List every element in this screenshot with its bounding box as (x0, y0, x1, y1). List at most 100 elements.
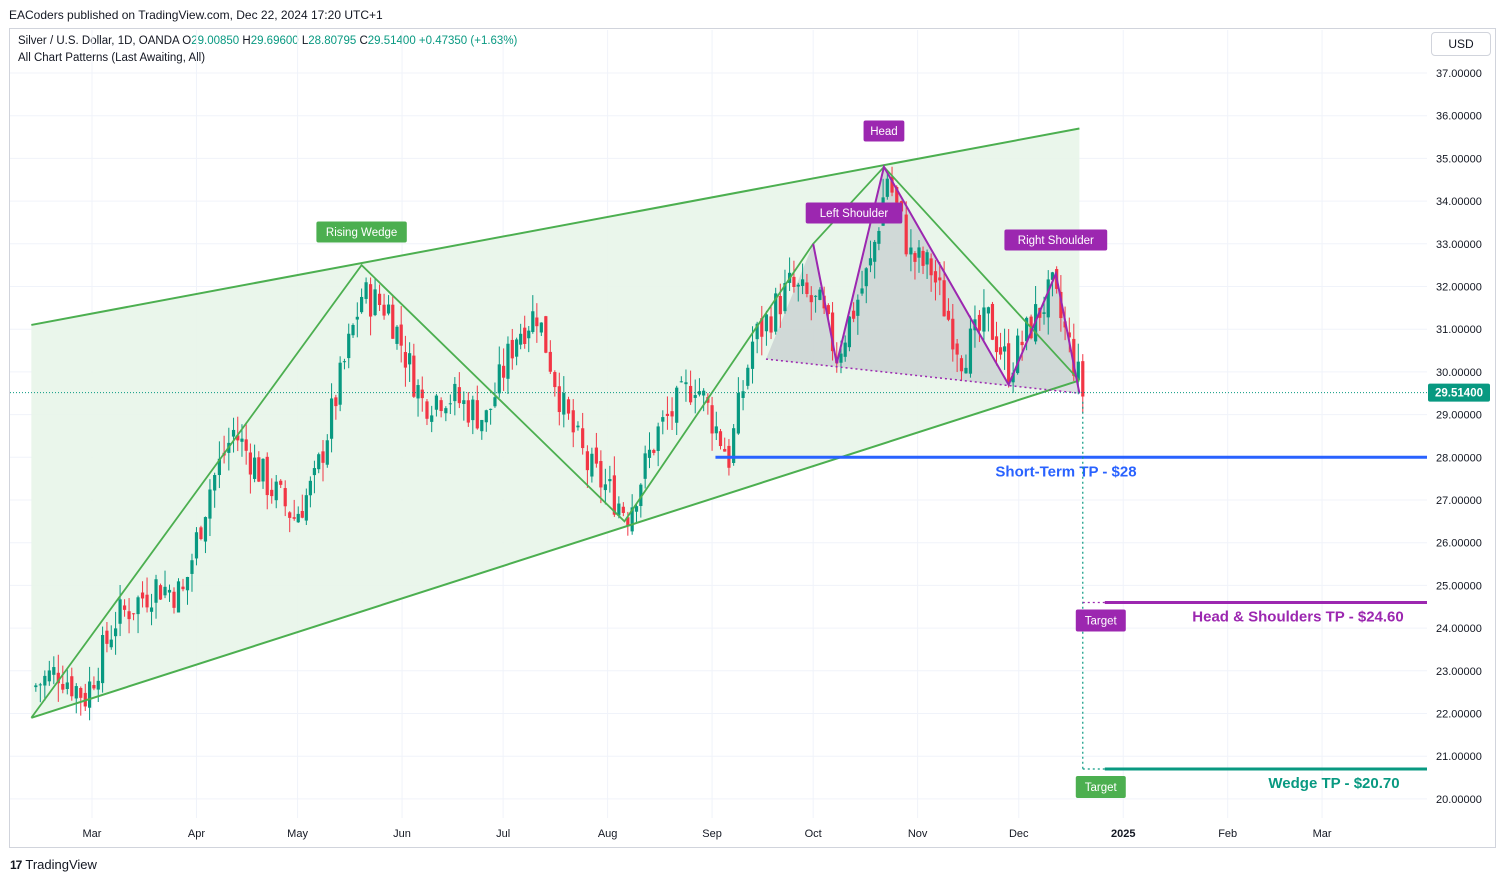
candle-body (959, 358, 964, 372)
candle-body (261, 458, 265, 482)
candle-body (425, 401, 429, 419)
candle-body (868, 258, 873, 266)
candle-body (471, 399, 475, 421)
candle-body (968, 328, 973, 374)
price-tick: 26.00000 (1436, 538, 1482, 550)
candle-body (312, 468, 317, 476)
wedge-lower-line (31, 379, 1080, 719)
currency-button[interactable]: USD (1431, 32, 1491, 56)
candle-body (714, 426, 718, 434)
candle-body (818, 289, 822, 300)
time-tick: Sep (702, 828, 722, 840)
candle-body (364, 282, 368, 299)
candle-body (539, 322, 543, 333)
candle-body (96, 680, 100, 690)
candle-body (566, 399, 571, 414)
candle-body (647, 449, 652, 458)
candle-body (843, 342, 847, 357)
symbol-name[interactable]: Silver / U.S. Dollar, 1D, OANDA (18, 35, 180, 47)
indicator-legend[interactable]: All Chart Patterns (Last Awaiting, All) (18, 52, 206, 64)
price-tick: 20.00000 (1436, 794, 1482, 806)
time-tick: Nov (908, 828, 928, 840)
candle-body (955, 343, 959, 355)
time-tick: Mar (83, 828, 102, 840)
candle-body (813, 295, 818, 297)
candle-body (270, 489, 274, 497)
time-tick: Jul (496, 828, 510, 840)
time-tick: May (287, 828, 308, 840)
open-value: 29.00850 (191, 35, 240, 47)
candle-body (38, 684, 42, 686)
candle-body (760, 318, 764, 337)
time-tick: Jun (393, 828, 411, 840)
candle-body (334, 397, 338, 407)
candle-body (688, 385, 693, 403)
candle-body (527, 330, 531, 339)
candle-body (652, 449, 656, 453)
footer-brand[interactable]: 17 TradingView (10, 857, 97, 872)
change-value: +0.47350 (+1.63%) (418, 35, 518, 47)
candle-body (895, 186, 899, 203)
candle-body (856, 299, 860, 316)
low-value: 28.80795 (308, 35, 357, 47)
candle-body (523, 327, 527, 345)
candle-body (990, 303, 995, 340)
candle-body (163, 586, 167, 596)
candle-body (136, 597, 140, 615)
candle-body (351, 324, 355, 336)
candle-body (548, 351, 552, 372)
candle-body (557, 386, 561, 413)
candle-body (131, 613, 136, 615)
candle-body (951, 318, 955, 350)
candle-body (594, 447, 598, 464)
candle-body (279, 480, 283, 485)
price-tick: 21.00000 (1436, 751, 1482, 763)
candle-body (917, 247, 921, 258)
head-tag-text: Head (870, 126, 898, 138)
candle-body (1025, 317, 1029, 342)
candle-body (1046, 279, 1050, 318)
candle-body (736, 393, 740, 434)
candle-body (288, 512, 292, 518)
candle-body (338, 362, 342, 405)
candle-body (79, 687, 83, 698)
wedge-tp-tag-text: Target (1085, 782, 1118, 794)
candle-body (347, 333, 351, 359)
candle-body (47, 670, 51, 682)
candle-body (718, 431, 723, 447)
candle-body (368, 284, 373, 317)
candle-body (585, 451, 589, 471)
time-tick: 2025 (1111, 828, 1135, 840)
left-shoulder-tag: Left Shoulder (805, 202, 903, 224)
candle-body (723, 448, 727, 452)
candle-body (764, 314, 769, 332)
candle-body (416, 385, 420, 399)
candle-body (448, 403, 452, 405)
candle-body (199, 527, 203, 540)
candle-body (1011, 372, 1015, 383)
right-shoulder-tag-bg (1004, 229, 1108, 251)
left-shoulder-tag-text: Left Shoulder (820, 208, 889, 220)
candle-body (360, 296, 364, 313)
candle-body (1076, 361, 1080, 380)
brand-name: TradingView (25, 857, 97, 872)
candle-body (70, 676, 74, 697)
publisher-line: EACoders published on TradingView.com, D… (9, 8, 383, 22)
candle-body (439, 400, 443, 412)
candle-body (355, 316, 359, 320)
candle-body (321, 451, 325, 463)
candle-body (679, 381, 683, 383)
candle-body (860, 288, 864, 294)
time-tick: Apr (188, 828, 205, 840)
candle-body (942, 280, 946, 317)
candle-body (391, 304, 395, 339)
candle-body (839, 353, 843, 363)
candle-body (489, 408, 493, 410)
price-tick: 30.00000 (1436, 367, 1482, 379)
candle-body (244, 439, 248, 451)
candle-body (510, 339, 514, 359)
candle-body (885, 178, 889, 197)
candle-body (634, 506, 639, 512)
candle-body (308, 480, 312, 496)
